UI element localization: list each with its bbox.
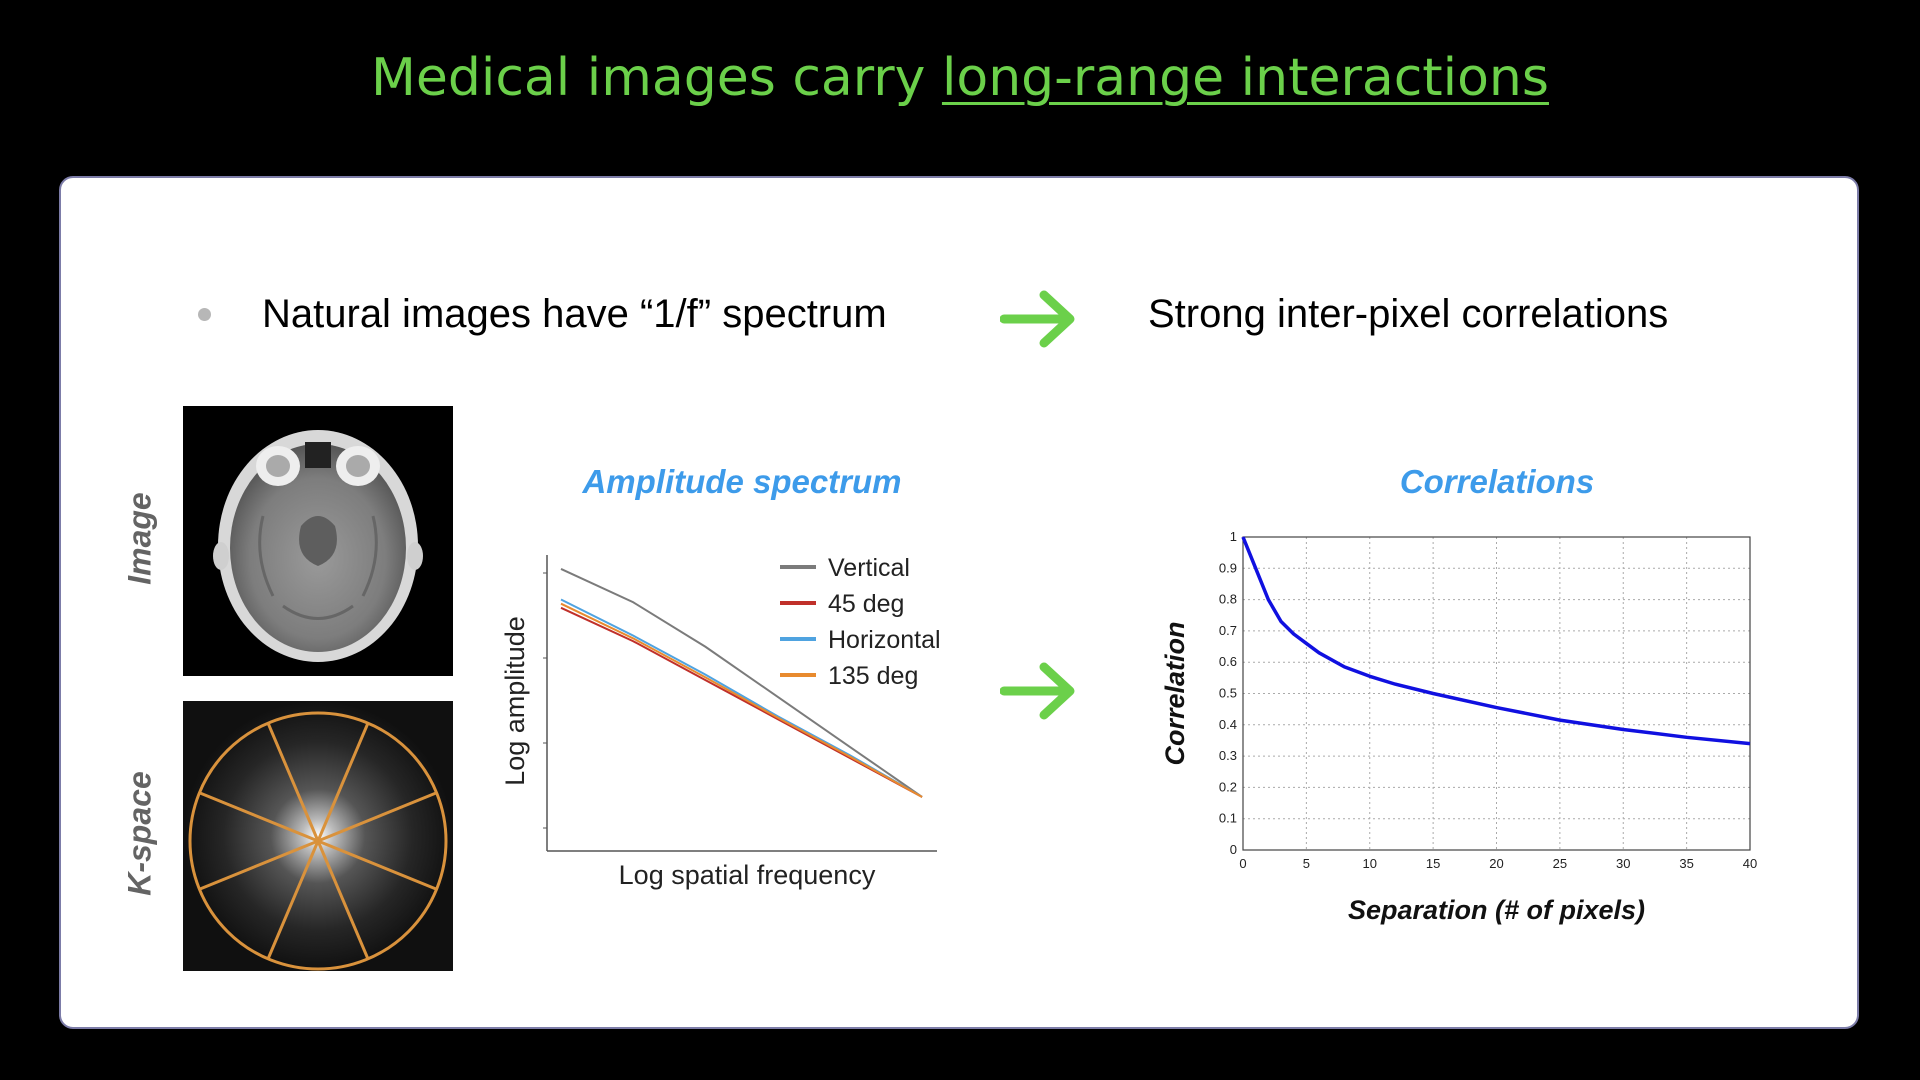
legend-label: Vertical <box>828 554 910 582</box>
kspace-image <box>183 701 453 971</box>
y-tick-label: 0.8 <box>1219 592 1237 607</box>
x-tick-label: 15 <box>1426 856 1440 871</box>
bullet-text: Natural images have “1/f” spectrum <box>262 292 887 336</box>
arrow-right-icon <box>1000 662 1075 720</box>
plot-frame <box>1242 536 1751 851</box>
y-tick-label: 0 <box>1230 842 1237 857</box>
arrow-right-icon <box>1000 290 1075 348</box>
correlation-line <box>1241 536 1751 746</box>
slide-title: Medical images carry long-range interact… <box>0 48 1920 108</box>
x-tick-label: 25 <box>1553 856 1567 871</box>
y-tick-label: 0.4 <box>1219 717 1237 732</box>
x-tick-label: 0 <box>1239 856 1246 871</box>
legend-label: 135 deg <box>828 662 918 690</box>
correlations-chart: 0 5 10 15 20 25 30 35 40 0 0.1 0.2 0.3 0.4 0.5 0.6 0.7 0.… <box>1160 529 1757 925</box>
y-tick-label: 0.5 <box>1219 686 1237 701</box>
mri-brain-image <box>183 406 453 676</box>
x-axis-label: Separation (# of pixels) <box>1348 895 1645 925</box>
x-tick-label: 10 <box>1363 856 1377 871</box>
amplitude-spectrum-chart: Vertical 45 deg Horizontal 135 deg Log spati… <box>500 554 941 890</box>
bullet-dot <box>198 308 211 321</box>
series-line <box>560 602 923 798</box>
legend-label: 45 deg <box>828 590 904 618</box>
image-row-label: Image <box>121 492 158 585</box>
y-axis-label: Log amplitude <box>500 616 530 786</box>
title-emphasis: long-range interactions <box>941 48 1549 108</box>
y-tick-label: 0.6 <box>1219 654 1237 669</box>
series-line <box>560 606 923 798</box>
y-axis-label: Correlation <box>1160 621 1190 765</box>
y-tick-label: 0.1 <box>1219 811 1237 826</box>
series-line <box>560 567 923 798</box>
x-tick-label: 40 <box>1743 856 1757 871</box>
y-tick-label: 0.7 <box>1219 623 1237 638</box>
y-tick-label: 0.3 <box>1219 748 1237 763</box>
x-tick-label: 20 <box>1489 856 1503 871</box>
kspace-row-label: K-space <box>121 771 158 896</box>
y-tick-label: 0.9 <box>1219 560 1237 575</box>
y-tick-label: 0.2 <box>1219 779 1237 794</box>
correlations-chart-title: Correlations <box>1399 463 1595 500</box>
x-tick-label: 5 <box>1303 856 1310 871</box>
series-line <box>560 598 923 798</box>
bullet-result-text: Strong inter-pixel correlations <box>1148 292 1669 336</box>
y-tick-label: 1 <box>1230 529 1237 544</box>
x-tick-label: 30 <box>1616 856 1630 871</box>
amplitude-chart-title: Amplitude spectrum <box>582 463 902 500</box>
legend-label: Horizontal <box>828 626 941 654</box>
x-axis-label: Log spatial frequency <box>619 860 876 890</box>
x-tick-label: 35 <box>1679 856 1693 871</box>
title-prefix: Medical images carry <box>371 48 942 108</box>
